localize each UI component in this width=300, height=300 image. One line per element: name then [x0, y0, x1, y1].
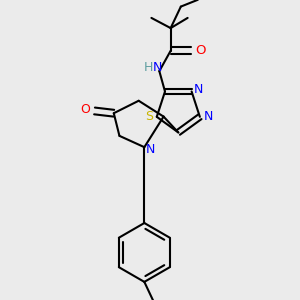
Text: O: O: [80, 103, 90, 116]
Text: N: N: [194, 83, 203, 96]
Text: H: H: [143, 61, 153, 74]
Text: O: O: [195, 44, 205, 57]
Text: S: S: [145, 110, 153, 123]
Text: N: N: [145, 143, 155, 156]
Text: N: N: [204, 110, 214, 123]
Text: N: N: [152, 61, 162, 74]
